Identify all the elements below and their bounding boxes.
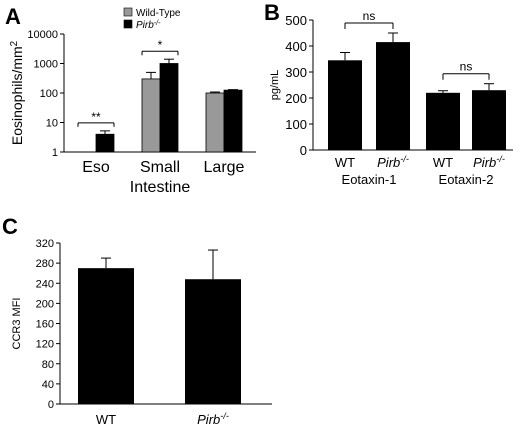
panel-b-y-label: pg/mL: [269, 70, 281, 101]
panel-a-bar-pirb: [159, 63, 179, 153]
panel-a-bar-pirb: [95, 133, 115, 153]
panel-a-category-label: Eso: [82, 159, 110, 176]
panel-a-bar-pirb: [223, 89, 243, 153]
panel-c-y-tick-label: 120: [36, 339, 54, 351]
panel-c-letter: C: [2, 214, 18, 239]
panel-b-group-label: Eotaxin-2: [439, 172, 494, 187]
panel-c-y-label: CCR3 MFI: [11, 298, 23, 350]
panel-a-category-label: Small: [140, 159, 180, 176]
panel-a-sig-label: **: [91, 110, 101, 124]
panel-c-bar: [78, 268, 134, 404]
panel-c-y-tick-label: 280: [36, 258, 54, 270]
panel-b-sig-label: ns: [460, 60, 473, 74]
panel-a-y-label: Eosinophils/mm2: [9, 41, 26, 145]
panel-b-sig-label: ns: [363, 9, 376, 23]
panel-a-bar-wild-type: [141, 78, 161, 153]
legend-label-wild-type: Wild-Type: [136, 8, 181, 19]
panel-a-letter: A: [5, 4, 21, 29]
panel-b-y-tick-label: 300: [285, 65, 307, 80]
panel-a-sig-label: *: [158, 38, 163, 52]
panel-b-bar-label: WT: [335, 155, 355, 170]
legend-swatch-wild-type: [123, 7, 133, 17]
panel-a-y-tick-label: 10000: [27, 29, 58, 41]
panel-a-y-tick-label: 100: [40, 88, 58, 100]
panel-a-bar-wild-type: [205, 92, 225, 153]
panel-b-bar-label: Pirb-/-: [473, 154, 505, 170]
panel-b-y-tick-label: 200: [285, 91, 307, 106]
panel-b-bar: [472, 90, 506, 150]
panel-b-y-tick-label: 100: [285, 117, 307, 132]
panel-c-y-tick-label: 0: [48, 399, 54, 411]
panel-b-bar: [426, 92, 460, 150]
legend-swatch-pirb: [123, 19, 133, 29]
panel-c-y-tick-label: 200: [36, 298, 54, 310]
legend-label-pirb: Pirb-/-: [136, 20, 161, 32]
panel-b-letter: B: [264, 0, 280, 25]
panel-c-y-tick-label: 80: [42, 359, 54, 371]
panel-a-y-tick-label: 10: [46, 118, 58, 130]
panel-b-group-label: Eotaxin-1: [342, 172, 397, 187]
panel-c-y-tick-label: 240: [36, 278, 54, 290]
panel-c-y-tick-label: 320: [36, 238, 54, 250]
panel-a-category-label-line2: Intestine: [130, 179, 191, 196]
panel-c-y-tick-label: 160: [36, 319, 54, 331]
panel-a-y-tick-label: 1000: [34, 59, 58, 71]
panel-b-y-tick-label: 400: [285, 39, 307, 54]
panel-c-bar: [185, 279, 241, 404]
panel-a-y-tick-label: 1: [52, 147, 58, 159]
panel-c-bar-label: WT: [96, 412, 116, 427]
panel-b-bar: [328, 60, 362, 150]
panel-b-bar-label: Pirb-/-: [377, 154, 409, 170]
panel-b-y-tick-label: 0: [300, 143, 307, 158]
panel-b-y-tick-label: 500: [285, 13, 307, 28]
panel-c-bar-label: Pirb-/-: [197, 411, 229, 427]
panel-b-bar-label: WT: [433, 155, 453, 170]
panel-c-y-tick-label: 40: [42, 379, 54, 391]
panel-b-bar: [376, 42, 410, 150]
panel-a-category-label: Large: [204, 159, 245, 176]
